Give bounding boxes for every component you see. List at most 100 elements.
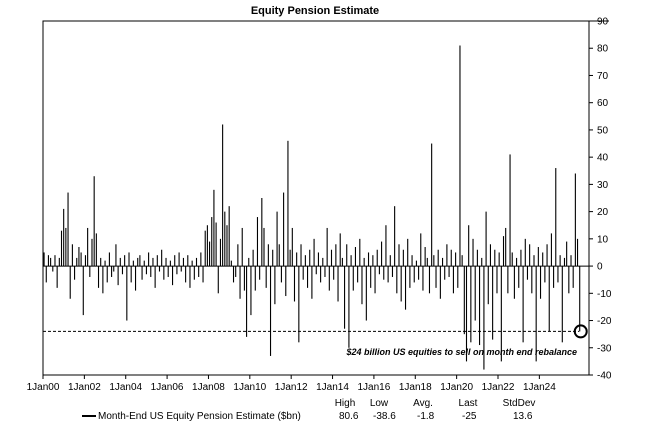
bar (102, 266, 104, 294)
stat-value: 13.6 (513, 411, 533, 422)
bar (280, 266, 282, 283)
bar (243, 266, 245, 291)
bar (287, 140, 289, 267)
stat-header: StdDev (503, 398, 536, 409)
bar (428, 266, 431, 294)
bar (60, 230, 63, 267)
bar (535, 266, 537, 362)
bar (444, 266, 446, 280)
bar (555, 168, 557, 267)
bar (95, 233, 97, 267)
bar (215, 222, 217, 267)
bar (254, 266, 256, 291)
bar (524, 238, 526, 267)
bar (141, 266, 143, 280)
bar (468, 225, 470, 267)
bar (174, 255, 176, 267)
bar (518, 266, 520, 288)
bar (481, 257, 483, 267)
bar (348, 266, 350, 348)
bar (237, 244, 239, 267)
bar (529, 244, 531, 267)
bar (256, 217, 259, 267)
bar (426, 257, 428, 267)
bar (431, 143, 433, 267)
bar (82, 266, 84, 316)
bar (461, 255, 463, 267)
bar (154, 266, 156, 288)
bar (326, 227, 328, 267)
bar (354, 247, 356, 267)
bar (119, 257, 121, 267)
bar (307, 266, 309, 288)
bar (459, 45, 461, 267)
bar (93, 176, 95, 267)
bar (71, 244, 73, 267)
y-tick-label: 90 (597, 17, 609, 28)
x-tick-label: 1Jan04 (109, 382, 142, 393)
bar (387, 266, 389, 283)
bar (285, 266, 287, 297)
bar (89, 266, 91, 277)
x-axis: 1Jan00 1Jan02 1Jan04 1Jan06 1Jan08 1Jan10 1Jan… (27, 375, 556, 393)
bar (232, 266, 235, 283)
bar (150, 266, 152, 277)
bar (302, 266, 304, 280)
bar (531, 266, 533, 294)
bar (333, 266, 335, 280)
stat-value: -25 (462, 411, 477, 422)
bar (108, 252, 110, 267)
x-tick-label: 1Jan00 (27, 382, 60, 393)
bar (278, 244, 280, 267)
bar (163, 266, 165, 280)
bar (566, 241, 568, 267)
bar (494, 249, 496, 267)
bar (498, 252, 500, 267)
bar (304, 255, 306, 267)
bar (224, 211, 226, 267)
stat-header: Low (370, 398, 389, 409)
stat-header: Last (459, 398, 478, 409)
bar (209, 241, 211, 267)
bar (91, 238, 93, 267)
bar (372, 255, 374, 267)
y-axis: 90 80 70 60 50 40 30 20 10 0 -10 -20 -30 -40 (587, 17, 612, 382)
bar (139, 255, 141, 267)
bar (217, 266, 219, 294)
bar (520, 249, 522, 267)
bar (291, 227, 293, 267)
bar (435, 266, 437, 288)
y-tick-label: 10 (597, 234, 609, 245)
bar (378, 266, 380, 275)
bar (437, 249, 439, 267)
bar (200, 252, 202, 267)
bar (206, 225, 208, 267)
bar (195, 257, 198, 267)
bar (226, 225, 228, 267)
y-tick-label: 80 (597, 44, 609, 55)
bar (572, 266, 574, 288)
bar (289, 249, 291, 267)
bar (376, 249, 378, 267)
bar (111, 266, 113, 277)
bar (63, 208, 65, 267)
y-tick-label: 60 (597, 98, 609, 109)
bar (47, 255, 49, 267)
bar (272, 249, 274, 267)
bar (330, 249, 333, 267)
bar (76, 257, 78, 267)
bar (553, 266, 555, 288)
plot-frame (42, 20, 590, 376)
bar (472, 238, 474, 267)
bar (248, 257, 250, 267)
bar (132, 260, 134, 267)
y-tick-label: 0 (597, 262, 603, 273)
bar (172, 266, 174, 286)
x-tick-label: 1Jan18 (399, 382, 432, 393)
bar (561, 266, 563, 343)
bar (359, 238, 361, 267)
bar (296, 252, 298, 267)
bar (128, 252, 130, 267)
bar (274, 266, 276, 305)
bar (315, 266, 317, 275)
